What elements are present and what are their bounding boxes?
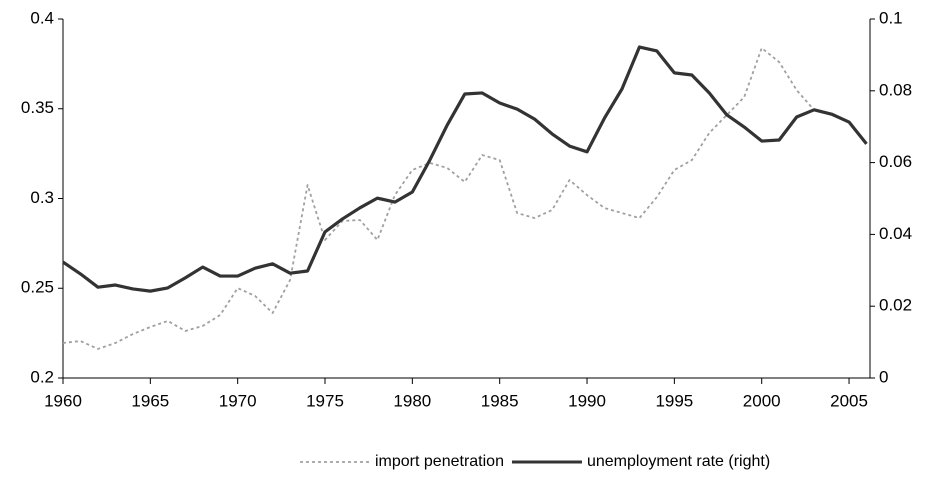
y2-tick-label: 0.08 [879,80,912,99]
x-tick-label: 1960 [44,391,82,410]
x-tick-label: 2000 [743,391,781,410]
legend-label: unemployment rate (right) [587,453,770,470]
y2-tick-label: 0.04 [879,224,912,243]
y2-tick-label: 0.06 [879,152,912,171]
x-tick-label: 1995 [655,391,693,410]
y-tick-label: 0.25 [21,278,54,297]
y-tick-label: 0.35 [21,98,54,117]
y2-tick-label: 0.1 [879,8,903,27]
series-line [62,47,815,350]
x-tick-label: 1990 [568,391,606,410]
x-tick-label: 2005 [830,391,868,410]
x-tick-label: 1965 [131,391,169,410]
x-tick-label: 1975 [306,391,344,410]
x-tick-label: 1985 [481,391,519,410]
y2-tick-label: 0.02 [879,296,912,315]
legend-label: import penetration [375,453,504,470]
y-tick-label: 0.2 [30,367,54,386]
y-tick-label: 0.3 [30,188,54,207]
y-tick-label: 0.4 [30,8,54,27]
y2-tick-label: 0 [879,367,888,386]
series-line [62,45,868,293]
x-tick-label: 1980 [393,391,431,410]
x-tick-label: 1970 [219,391,257,410]
